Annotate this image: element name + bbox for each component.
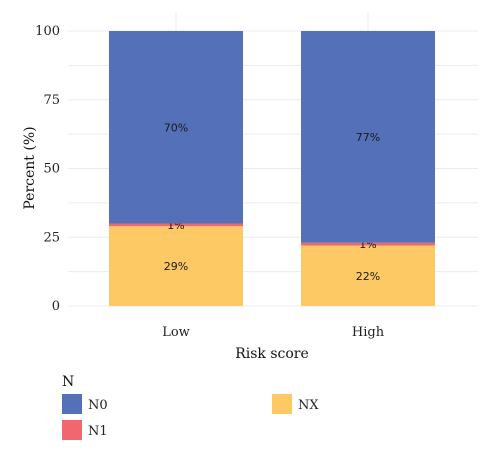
bar-low-n0: [109, 31, 243, 224]
data-label-low-nx: 29%: [164, 260, 188, 273]
y-axis: 0 25 50 75 100: [35, 24, 60, 314]
legend-swatch-nx: [272, 394, 292, 414]
legend-title: N: [62, 374, 74, 390]
data-label-low-n0: 70%: [164, 121, 188, 134]
data-label-high-nx: 22%: [356, 270, 380, 283]
legend-label-n0: N0: [88, 398, 108, 413]
bar-high-n0: [301, 31, 435, 243]
legend-swatch-n0: [62, 394, 82, 414]
y-axis-title: Percent (%): [22, 126, 38, 209]
x-tick-label-high: High: [352, 325, 385, 340]
bars-layer: 29%1%70%22%1%77%: [109, 31, 435, 306]
bar-low-n1: [109, 223, 243, 227]
legend-label-n1: N1: [88, 424, 108, 439]
legend-swatch-n1: [62, 420, 82, 440]
legend: N N0 N1 NX: [62, 374, 319, 440]
data-label-high-n0: 77%: [356, 131, 380, 144]
y-tick-label: 75: [43, 93, 60, 108]
legend-label-nx: NX: [298, 398, 319, 413]
x-axis-title: Risk score: [235, 346, 309, 362]
x-tick-label-low: Low: [162, 325, 190, 340]
bar-low-nx: [109, 226, 243, 306]
y-tick-label: 25: [43, 230, 60, 245]
y-tick-label: 50: [43, 162, 60, 177]
y-tick-label: 100: [35, 24, 60, 39]
x-axis: Low High: [162, 325, 385, 340]
y-tick-label: 0: [52, 299, 60, 314]
bar-high-nx: [301, 245, 435, 306]
bar-high-n1: [301, 242, 435, 246]
